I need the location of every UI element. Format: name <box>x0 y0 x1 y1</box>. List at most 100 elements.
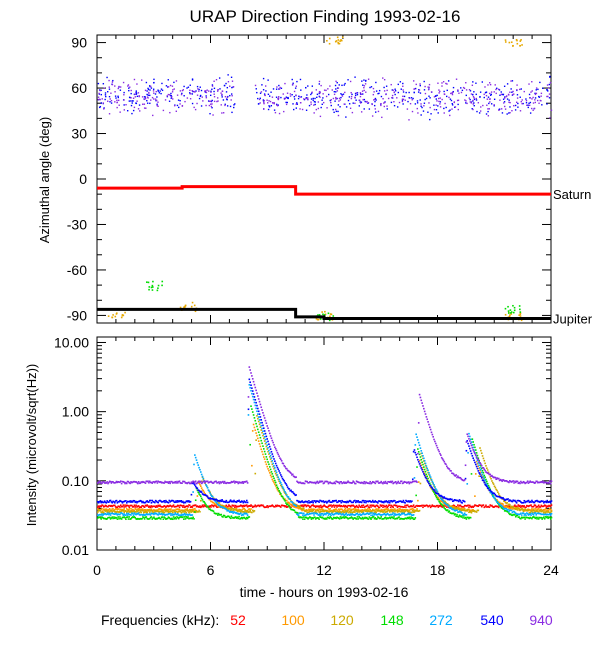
intensity-point-540 <box>190 501 192 503</box>
intensity-point-120 <box>516 507 518 509</box>
top-scatter-point <box>152 115 153 116</box>
intensity-point-272 <box>177 513 179 515</box>
top-scatter-point <box>530 102 531 103</box>
top-scatter-point <box>114 91 115 92</box>
intensity-point-272 <box>478 464 480 466</box>
intensity-point-540 <box>236 501 238 503</box>
top-scatter-point <box>359 100 360 101</box>
top-scatter-point <box>548 87 549 88</box>
top-scatter-point <box>156 104 157 105</box>
intensity-point-540 <box>262 425 264 427</box>
top-scatter-point <box>158 285 160 287</box>
top-scatter-point <box>332 89 333 90</box>
intensity-point-148 <box>250 405 252 407</box>
intensity-point-272 <box>426 468 428 470</box>
top-scatter-point <box>224 85 225 86</box>
top-scatter-point <box>130 97 131 98</box>
top-scatter-point <box>214 101 215 102</box>
top-scatter-point <box>172 91 173 92</box>
intensity-point-272 <box>268 450 270 452</box>
top-scatter-point <box>217 90 218 91</box>
top-scatter-point <box>109 88 110 89</box>
intensity-point-940 <box>243 482 245 484</box>
top-scatter-point <box>125 104 126 105</box>
intensity-point-120 <box>482 455 484 457</box>
top-scatter-point <box>170 93 171 94</box>
top-scatter-point <box>524 91 525 92</box>
intensity-point-540 <box>387 502 389 504</box>
intensity-point-52 <box>480 504 482 506</box>
top-scatter-point <box>334 100 335 101</box>
top-scatter-point <box>394 105 395 106</box>
intensity-point-940 <box>382 483 384 485</box>
top-scatter-point <box>393 90 394 91</box>
intensity-point-120 <box>138 510 140 512</box>
top-scatter-point <box>368 79 369 80</box>
top-scatter-point <box>103 83 104 84</box>
intensity-point-540 <box>318 501 320 503</box>
top-scatter-point <box>429 119 430 120</box>
top-scatter-point <box>168 86 169 87</box>
top-scatter-point <box>310 104 311 105</box>
top-scatter-point <box>135 102 136 103</box>
top-scatter-point <box>337 82 338 83</box>
intensity-point-120 <box>259 424 261 426</box>
intensity-point-272 <box>269 452 271 454</box>
intensity-point-940 <box>274 446 276 448</box>
top-scatter-point <box>528 103 529 104</box>
intensity-point-100 <box>502 503 504 505</box>
intensity-point-120 <box>258 421 260 423</box>
top-scatter-point <box>321 311 323 313</box>
top-scatter-point <box>407 108 408 109</box>
intensity-point-940 <box>252 378 254 380</box>
intensity-point-940 <box>334 483 336 485</box>
intensity-point-148 <box>262 445 264 447</box>
intensity-point-148 <box>272 476 274 478</box>
top-scatter-point <box>456 79 457 80</box>
top-scatter-point <box>480 110 481 111</box>
top-scatter-point <box>337 37 339 39</box>
intensity-point-148 <box>310 517 312 519</box>
top-scatter-point <box>326 40 328 42</box>
top-scatter-point <box>299 108 300 109</box>
top-scatter-point <box>296 81 297 82</box>
intensity-point-540 <box>289 488 291 490</box>
top-scatter-point <box>109 113 110 114</box>
intensity-point-272 <box>430 476 432 478</box>
intensity-point-52 <box>195 504 197 506</box>
intensity-point-540 <box>246 500 248 502</box>
intensity-point-272 <box>502 507 504 509</box>
top-scatter-point <box>402 83 403 84</box>
top-y-tick-label: -30 <box>67 216 87 232</box>
top-scatter-point <box>515 105 516 106</box>
top-scatter-point <box>273 88 274 89</box>
top-scatter-point <box>271 105 272 106</box>
top-scatter-point <box>103 102 104 103</box>
intensity-point-148 <box>420 456 422 458</box>
intensity-point-940 <box>304 483 306 485</box>
top-scatter-point <box>213 81 214 82</box>
intensity-point-100 <box>418 481 420 483</box>
top-scatter-point <box>173 82 174 83</box>
top-scatter-point <box>472 81 473 82</box>
top-scatter-point <box>107 101 108 102</box>
top-scatter-point <box>453 87 454 88</box>
intensity-point-148 <box>471 473 473 475</box>
top-scatter-point <box>144 104 145 105</box>
intensity-point-540 <box>523 502 525 504</box>
intensity-point-540 <box>404 502 406 504</box>
top-scatter-point <box>398 84 399 85</box>
top-scatter-point <box>152 285 154 287</box>
intensity-point-148 <box>304 518 306 520</box>
top-scatter-point <box>452 104 453 105</box>
intensity-point-940 <box>386 483 388 485</box>
top-scatter-point <box>542 88 543 89</box>
x-tick-label: 24 <box>543 562 559 578</box>
intensity-point-540 <box>249 379 251 381</box>
intensity-point-52 <box>498 507 500 509</box>
top-scatter-point <box>221 112 222 113</box>
top-scatter-point <box>259 102 260 103</box>
intensity-point-52 <box>489 506 491 508</box>
intensity-point-272 <box>110 514 112 516</box>
intensity-point-52 <box>119 506 121 508</box>
